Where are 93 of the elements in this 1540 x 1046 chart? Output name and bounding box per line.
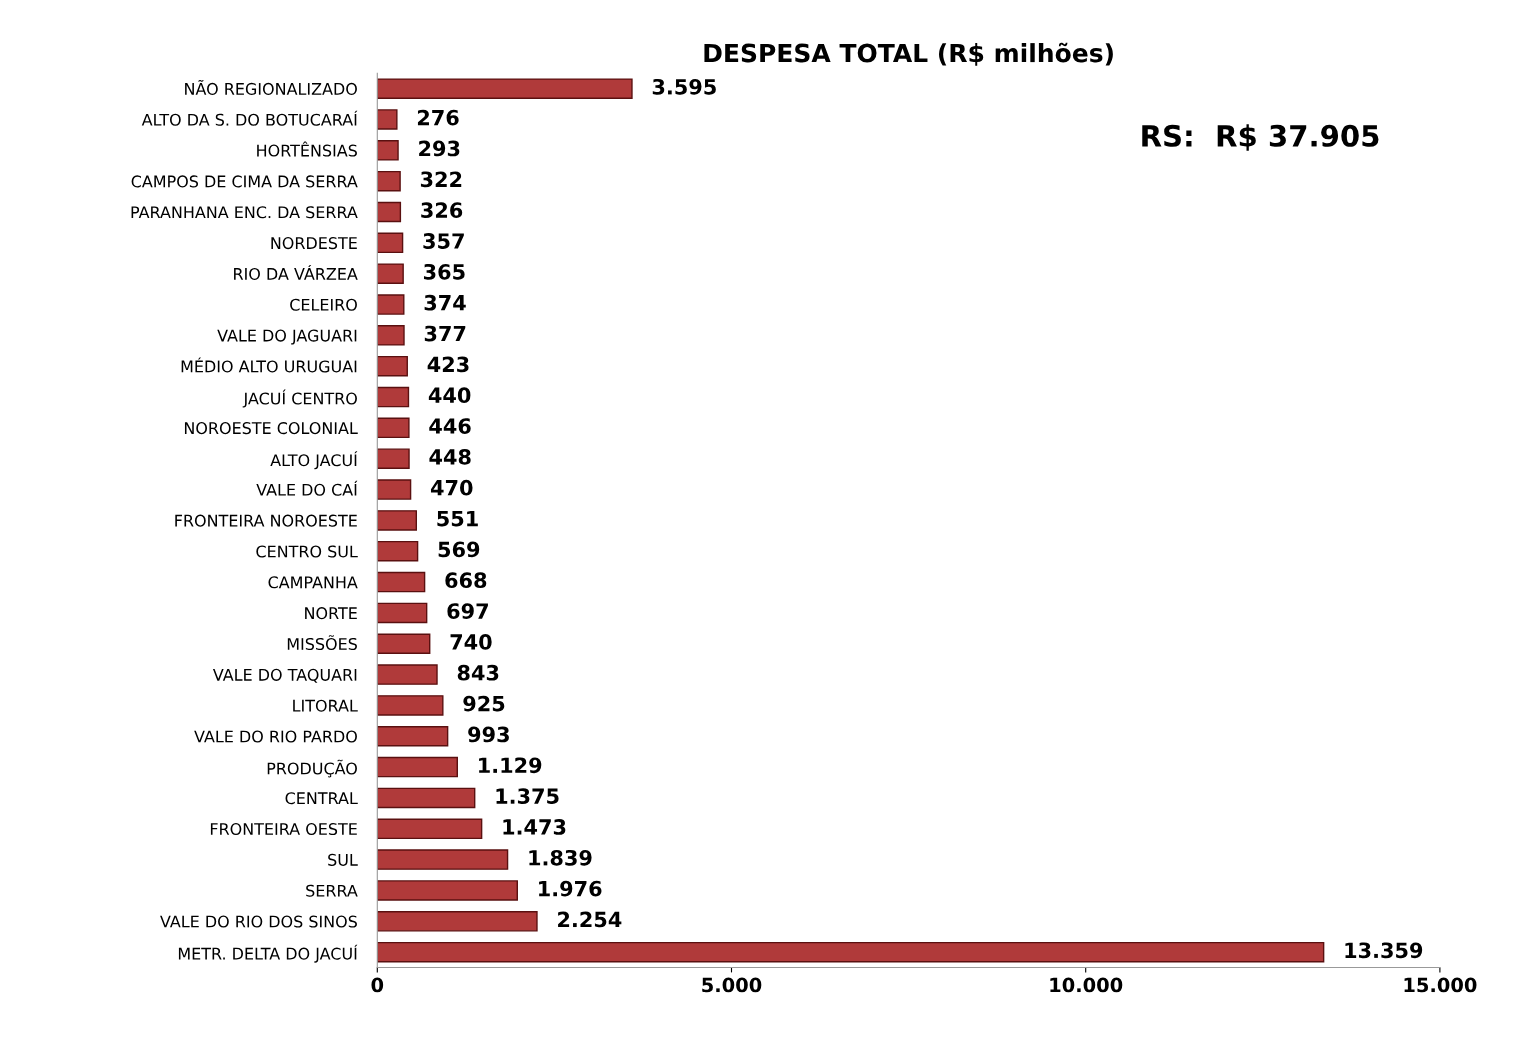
bar (377, 170, 401, 192)
y-tick-label: CELEIRO (290, 298, 357, 311)
y-tick-label: NORDESTE (271, 237, 357, 250)
data-label: 13.359 (1345, 942, 1423, 959)
data-label: 377 (424, 325, 466, 342)
bar (377, 880, 518, 901)
data-label: 448 (429, 448, 471, 465)
y-tick-label: NORTE (305, 607, 357, 620)
chart-title: DESPESA TOTAL (R$ milhões) (704, 42, 1113, 66)
y-tick-label: CAMPOS DE CIMA DA SERRA (131, 175, 358, 188)
y-tick-label: CAMPANHA (268, 576, 358, 589)
y-tick-label: ALTO JACUÍ (270, 451, 358, 470)
bar (377, 201, 402, 223)
y-tick-label: VALE DO JAGUARI (217, 329, 357, 345)
data-label: 1.839 (529, 849, 592, 866)
bar (377, 263, 404, 284)
bar (377, 355, 408, 377)
y-tick-label: RIO DA VÁRZEA (234, 264, 358, 280)
x-tick-label: 0 (371, 977, 384, 993)
y-tick-label: ALTO DA S. DO BOTUCARAÍ (141, 110, 358, 126)
bar (377, 386, 410, 408)
y-tick-label: FRONTEIRA NOROESTE (175, 514, 357, 527)
data-label: 446 (429, 418, 471, 434)
bar (377, 448, 410, 469)
data-label: 843 (457, 664, 499, 681)
data-label: 423 (427, 356, 469, 373)
data-label: 365 (423, 263, 465, 280)
y-tick-label: LITORAL (293, 699, 358, 712)
bar (377, 510, 418, 531)
data-label: 740 (450, 634, 492, 650)
data-label: 3.595 (652, 78, 716, 95)
data-label: 470 (430, 479, 473, 496)
data-label: 1.375 (496, 788, 559, 804)
bar (377, 911, 538, 932)
annotation: RS: R$ 37.905 (1142, 124, 1379, 151)
x-tick-label: 5.000 (702, 977, 762, 993)
data-label: 322 (420, 171, 462, 188)
bar (377, 232, 404, 254)
y-tick-label: FRONTEIRA OESTE (210, 822, 357, 836)
data-label: 551 (437, 510, 478, 527)
data-label: 357 (423, 233, 464, 249)
y-tick-label: VALE DO RIO PARDO (194, 730, 357, 743)
data-label: 326 (421, 202, 463, 219)
bar (377, 602, 428, 624)
y-tick-label: MÉDIO ALTO URUGUAI (181, 357, 357, 373)
bar (377, 479, 412, 500)
x-tick-label: 10.000 (1050, 977, 1123, 993)
y-tick-label: VALE DO CAÍ (256, 480, 358, 496)
y-tick-label: HORTÊNSIAS (257, 141, 357, 157)
bar (377, 633, 431, 654)
bar (377, 78, 633, 99)
bar (377, 140, 399, 161)
y-tick-label: VALE DO RIO DOS SINOS (160, 915, 357, 928)
bar (377, 294, 405, 315)
bar (377, 109, 398, 130)
y-tick-label: PARANHANA ENC. DA SERRA (131, 206, 358, 219)
data-label: 374 (424, 294, 466, 311)
y-tick-label: METR. DELTA DO JACUÍ (178, 944, 358, 963)
data-label: 1.129 (479, 757, 542, 774)
y-tick-label: NÃO REGIONALIZADO (185, 80, 357, 95)
data-label: 668 (445, 572, 487, 589)
bar (377, 818, 483, 840)
bar (377, 417, 410, 439)
bar (377, 664, 438, 685)
data-label: 1.976 (539, 880, 602, 897)
x-tick-label: 15.000 (1404, 977, 1477, 993)
bar (377, 540, 419, 562)
y-tick-label: PRODUÇÃO (267, 759, 357, 778)
bar (377, 695, 444, 716)
y-tick-label: NOROESTE COLONIAL (184, 422, 358, 435)
bar (377, 849, 509, 870)
data-label: 925 (463, 695, 505, 712)
data-label: 993 (468, 726, 509, 743)
bar (377, 571, 426, 593)
y-tick-label: MISSÕES (287, 635, 357, 651)
y-tick-label: JACUÍ CENTRO (242, 389, 357, 408)
bar (377, 325, 405, 346)
data-label: 293 (419, 140, 460, 157)
data-label: 569 (438, 541, 480, 558)
data-label: 1.473 (503, 819, 566, 835)
data-label: 440 (428, 387, 471, 404)
bar (377, 787, 476, 809)
bar (377, 941, 1325, 963)
bar (377, 726, 449, 747)
y-tick-label: CENTRO SUL (256, 545, 358, 558)
y-tick-label: SERRA (306, 884, 358, 897)
data-label: 697 (447, 603, 488, 619)
bar (377, 756, 458, 778)
data-label: 276 (417, 109, 459, 126)
data-label: 2.254 (558, 911, 622, 928)
y-tick-label: SUL (328, 853, 358, 866)
y-tick-label: CENTRAL (285, 792, 358, 805)
y-tick-label: VALE DO TAQUARI (212, 668, 357, 683)
